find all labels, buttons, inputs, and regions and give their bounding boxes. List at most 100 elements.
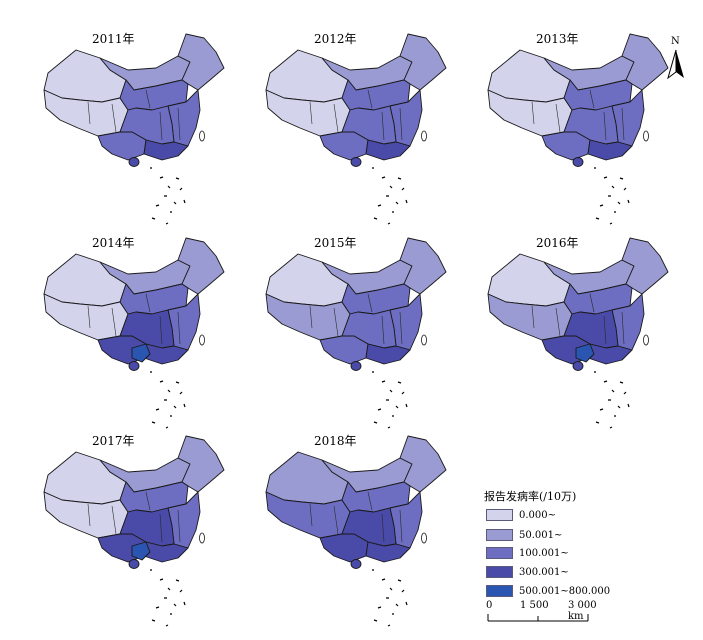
- map-region: [43, 49, 127, 103]
- map-panel-2011: 2011年: [28, 28, 243, 238]
- map-region: [265, 451, 349, 505]
- scale-tick-label: 0: [486, 600, 493, 611]
- legend-item: 0.000~: [486, 508, 556, 522]
- legend-label: 500.001~800.000: [519, 585, 611, 597]
- south-china-sea-islands: [150, 167, 186, 225]
- map-region: [43, 253, 127, 307]
- map-region: [541, 131, 591, 161]
- legend-item: 50.001~: [486, 528, 562, 542]
- legend-item: 500.001~800.000: [486, 584, 610, 598]
- map-panel-2017: 2017年: [28, 430, 243, 640]
- province-boundary-lines: [309, 491, 403, 543]
- north-arrow: N: [664, 36, 688, 84]
- panel-year-label: 2015年: [314, 236, 357, 250]
- panel-year-label: 2018年: [314, 434, 357, 448]
- map-region: [487, 253, 571, 307]
- map-region: [572, 157, 584, 167]
- legend-label: 300.001~: [519, 566, 569, 578]
- china-map: [265, 33, 447, 225]
- province-boundary-lines: [309, 293, 403, 345]
- south-china-sea-islands: [372, 167, 408, 225]
- scale-tick-label: 1 500: [520, 600, 549, 611]
- scale-bar: 0 1 500 3 000 km: [484, 600, 604, 628]
- scale-tick-label: 3 000 km: [568, 600, 597, 622]
- province-boundary-lines: [309, 89, 403, 141]
- legend-swatch: [486, 529, 513, 541]
- map-region: [128, 157, 140, 167]
- map-region: [643, 334, 649, 346]
- legend-label: 50.001~: [519, 529, 563, 541]
- map-region: [131, 541, 151, 561]
- china-map: [43, 33, 225, 225]
- map-panel-2015: 2015年: [250, 232, 465, 442]
- map-region: [399, 435, 447, 493]
- south-china-sea-islands: [594, 167, 630, 225]
- china-map: [43, 237, 225, 429]
- panel-year-label: 2012年: [314, 32, 357, 46]
- panel-year-label: 2017年: [92, 434, 135, 448]
- legend-swatch: [486, 509, 513, 521]
- map-region: [350, 559, 362, 569]
- map-region: [199, 334, 205, 346]
- map-region: [621, 237, 669, 295]
- map-region: [319, 335, 369, 365]
- map-region: [572, 361, 584, 371]
- legend-swatch: [486, 547, 513, 559]
- map-region: [199, 532, 205, 544]
- map-region: [643, 130, 649, 142]
- map-region: [399, 237, 447, 295]
- north-arrow-icon: [667, 49, 684, 80]
- china-map: [265, 435, 447, 627]
- map-region: [128, 559, 140, 569]
- legend-swatch: [486, 566, 513, 578]
- map-region: [265, 253, 349, 307]
- panel-year-label: 2011年: [92, 32, 135, 46]
- map-region: [199, 130, 205, 142]
- map-panel-2016: 2016年: [472, 232, 687, 442]
- china-map: [43, 435, 225, 627]
- panel-year-label: 2016年: [536, 236, 579, 250]
- map-region: [177, 237, 225, 295]
- province-boundary-lines: [531, 89, 625, 141]
- map-panel-2013: 2013年: [472, 28, 687, 238]
- map-region: [587, 343, 633, 365]
- china-map: [487, 33, 669, 225]
- panel-year-label: 2013年: [536, 32, 579, 46]
- map-region: [365, 139, 411, 161]
- map-region: [43, 451, 127, 505]
- china-map: [265, 237, 447, 429]
- map-region: [421, 532, 427, 544]
- map-region: [319, 131, 369, 161]
- map-region: [97, 131, 147, 161]
- south-china-sea-islands: [150, 371, 186, 429]
- legend-label: 0.000~: [519, 509, 557, 521]
- map-region: [421, 130, 427, 142]
- province-boundary-lines: [87, 89, 181, 141]
- map-region: [128, 361, 140, 371]
- map-region: [177, 435, 225, 493]
- map-region: [143, 541, 189, 563]
- province-boundary-lines: [87, 293, 181, 345]
- province-boundary-lines: [531, 293, 625, 345]
- map-region: [421, 334, 427, 346]
- legend-title: 报告发病率(/10万): [484, 490, 577, 503]
- map-region: [350, 157, 362, 167]
- map-panel-2014: 2014年: [28, 232, 243, 442]
- map-region: [621, 33, 669, 91]
- province-boundary-lines: [87, 491, 181, 543]
- south-china-sea-islands: [372, 371, 408, 429]
- map-region: [319, 533, 369, 563]
- china-map: [487, 237, 669, 429]
- north-arrow-label: N: [671, 36, 680, 47]
- map-region: [143, 139, 189, 161]
- legend-swatch: [486, 585, 513, 597]
- map-region: [177, 33, 225, 91]
- legend: 报告发病率(/10万) 0.000~ 50.001~ 100.001~ 300.…: [484, 488, 699, 628]
- south-china-sea-islands: [372, 569, 408, 627]
- legend-item: 100.001~: [486, 546, 569, 560]
- map-panel-2018: 2018年: [250, 430, 465, 640]
- map-region: [265, 49, 349, 103]
- map-region: [131, 343, 151, 363]
- scale-bar-line: [487, 614, 589, 622]
- map-region: [365, 541, 411, 563]
